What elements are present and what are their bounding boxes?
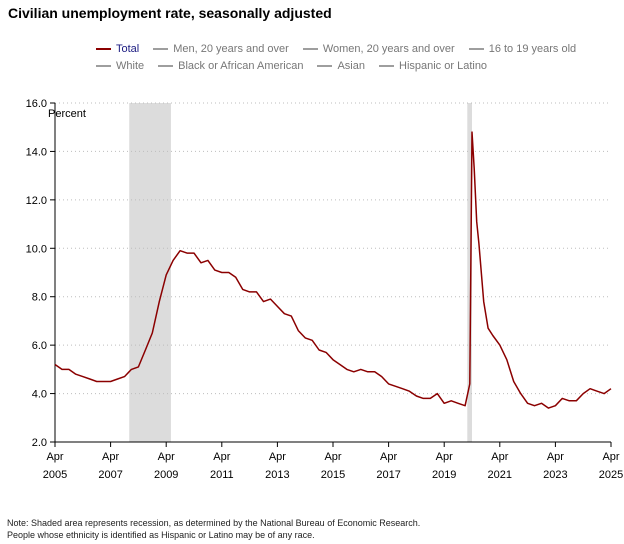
legend-swatch [302,47,318,50]
y-axis-label: Percent [48,108,86,120]
ethnicity-note: People whose ethnicity is identified as … [7,530,315,540]
recession-layer [129,103,472,442]
legend-swatch [317,64,333,67]
x-tick-month: Apr [213,451,230,463]
legend-item-black[interactable]: Black or African American [158,60,303,72]
x-tick-month: Apr [158,451,175,463]
x-tick-year: 2007 [98,469,122,481]
x-tick-year: 2009 [154,469,178,481]
legend-swatch [158,64,174,67]
line-chart: Percent 2.0 4.0 6.0 8.0 10.0 12.0 14.0 16.0 Apr 2… [26,98,624,481]
chart-title: Civilian unemployment rate, seasonally a… [8,5,332,21]
legend-item-total[interactable]: Total [96,43,139,55]
recession-note: Note: Shaded area represents recession, … [7,518,421,528]
x-tick-year: 2021 [488,469,512,481]
legend-label: White [116,59,145,72]
y-tick-label: 16.0 [26,98,47,110]
y-tick-label: 14.0 [26,146,47,158]
legend-swatch [96,47,111,50]
x-tick-month: Apr [602,451,619,463]
legend-swatch [379,64,394,67]
y-tick-label: 4.0 [32,389,47,401]
x-tick-month: Apr [102,451,119,463]
x-tick-month: Apr [269,451,286,463]
x-tick-year: 2025 [599,469,623,481]
legend-label: Asian [337,59,365,72]
legend-item-asian[interactable]: Asian [317,60,365,72]
series-layer [54,131,612,409]
x-tick-year: 2023 [543,469,567,481]
x-tick-year: 2005 [43,469,67,481]
legend-swatch [153,47,169,50]
x-tick-month: Apr [547,451,564,463]
legend-item-men-20-over[interactable]: Men, 20 years and over [153,43,289,55]
legend-item-women-20-over[interactable]: Women, 20 years and over [302,42,455,55]
legend-swatch [96,64,111,67]
x-tick-year: 2011 [210,469,234,481]
x-tick-year: 2015 [321,469,345,481]
x-tick-year: 2013 [265,469,289,481]
legend-item-white[interactable]: White [96,60,144,72]
legend-label: Women, 20 years and over [322,42,455,55]
legend-item-16-to-19[interactable]: 16 to 19 years old [468,42,577,55]
legend-row-2: White Black or African American Asian Hi… [96,57,616,74]
legend-label: 16 to 19 years old [488,42,577,55]
footnote: Note: Shaded area represents recession, … [7,517,420,541]
x-tick-year: 2019 [432,469,456,481]
legend-swatch [468,47,484,50]
legend-item-hispanic[interactable]: Hispanic or Latino [379,60,487,72]
y-tick-label: 10.0 [26,243,47,255]
x-tick-month: Apr [324,451,341,463]
x-tick-year: 2017 [376,469,400,481]
axes: Percent 2.0 4.0 6.0 8.0 10.0 12.0 14.0 16.0 Apr 2… [26,98,624,481]
recession-band [129,103,171,442]
x-tick-month: Apr [436,451,453,463]
legend-label: Men, 20 years and over [173,42,289,55]
legend-label: Black or African American [178,59,304,72]
legend-label: Hispanic or Latino [399,59,488,72]
y-tick-label: 2.0 [32,437,47,449]
series-line-total [54,131,612,409]
legend-row-1: Total Men, 20 years and over Women, 20 y… [96,40,616,57]
y-tick-label: 6.0 [32,340,47,352]
x-tick-month: Apr [46,451,63,463]
legend: Total Men, 20 years and over Women, 20 y… [96,40,616,74]
y-tick-label: 8.0 [32,292,47,304]
y-tick-label: 12.0 [26,195,47,207]
legend-label: Total [116,42,140,55]
x-tick-month: Apr [380,451,397,463]
x-tick-month: Apr [491,451,508,463]
recession-band [467,103,472,442]
